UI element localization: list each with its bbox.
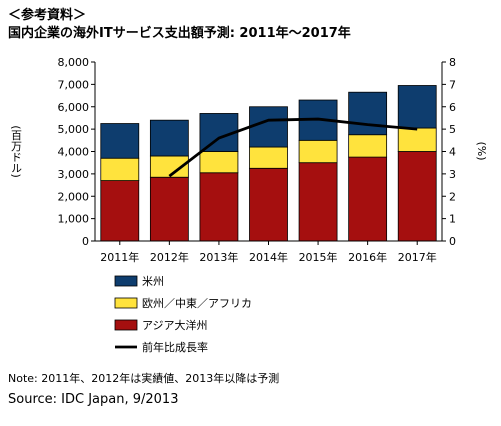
y2-tick-label: 7	[449, 78, 456, 91]
legend-swatch	[114, 319, 138, 331]
bar-segment	[100, 157, 140, 181]
y-tick-label: 7,000	[58, 78, 90, 91]
x-tick-label: 2014年	[249, 250, 288, 264]
y2-tick-label: 3	[449, 168, 456, 181]
footnote: Note: 2011年、2012年は実績値、2013年以降は予測	[8, 372, 280, 385]
x-tick-label: 2015年	[299, 250, 338, 264]
legend-label: 米州	[142, 275, 164, 288]
x-tick-label: 2012年	[150, 250, 189, 264]
y2-tick-label: 4	[449, 146, 456, 159]
y-tick-label: 2,000	[58, 190, 90, 203]
bar-segment	[348, 156, 388, 242]
bar-segment	[397, 127, 437, 152]
y2-tick-label: 1	[449, 213, 456, 226]
bar-segment	[397, 151, 437, 242]
y2-tick-label: 0	[449, 235, 456, 248]
y2-axis-label: (%)	[475, 142, 488, 161]
x-tick-label: 2016年	[348, 250, 387, 264]
bar-segment	[149, 119, 189, 157]
y-tick-label: 0	[82, 235, 89, 248]
bar-segment	[100, 123, 140, 159]
bar-segment	[397, 85, 437, 129]
legend-swatch	[114, 275, 138, 287]
bar-segment	[199, 172, 239, 242]
y2-tick-label: 6	[449, 101, 456, 114]
legend-swatch	[114, 297, 138, 309]
source-line: Source: IDC Japan, 9/2013	[8, 392, 179, 407]
y-axis-label: (百万ドル)	[10, 125, 23, 178]
bar-segment	[298, 139, 338, 164]
bar-segment	[100, 180, 140, 242]
y-tick-label: 4,000	[58, 146, 90, 159]
y-tick-label: 6,000	[58, 101, 90, 114]
y2-tick-label: 8	[449, 56, 456, 69]
y2-tick-label: 2	[449, 190, 456, 203]
bar-segment	[199, 151, 239, 174]
growth-rate-line	[168, 117, 418, 178]
bar-segment	[149, 176, 189, 242]
y-tick-label: 1,000	[58, 213, 90, 226]
y-tick-label: 8,000	[58, 56, 90, 69]
bar-segment	[348, 91, 388, 136]
chart-title: 国内企業の海外ITサービス支出額予測: 2011年～2017年	[8, 26, 351, 41]
bar-segment	[298, 162, 338, 242]
bar-segment	[249, 146, 288, 169]
bar-segment	[249, 167, 288, 242]
y-tick-label: 5,000	[58, 123, 90, 136]
y-tick-label: 3,000	[58, 168, 90, 181]
bar-segment	[348, 134, 388, 158]
x-tick-label: 2013年	[199, 250, 238, 264]
legend-label: 前年比成長率	[142, 340, 208, 354]
x-tick-label: 2011年	[100, 250, 139, 264]
reference-heading: ＜参考資料＞	[8, 8, 87, 23]
bar-segment	[249, 106, 288, 148]
y2-tick-label: 5	[449, 123, 456, 136]
x-tick-label: 2017年	[398, 250, 437, 264]
legend-label: 欧州／中東／アフリカ	[142, 297, 252, 310]
legend-label: アジア大洋州	[142, 318, 208, 332]
